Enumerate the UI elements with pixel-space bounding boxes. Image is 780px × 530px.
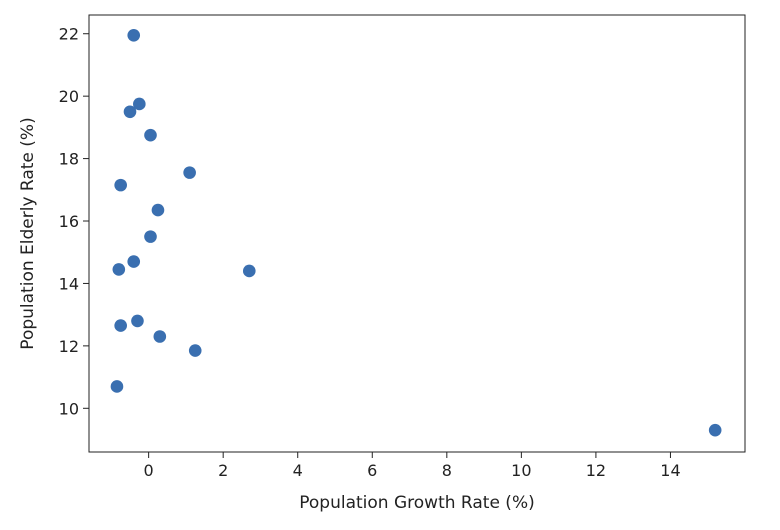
data-point <box>133 97 146 111</box>
data-point <box>131 314 144 328</box>
y-tick-label: 14 <box>59 274 79 293</box>
x-axis-label: Population Growth Rate (%) <box>299 493 534 513</box>
y-tick-label: 12 <box>59 337 79 356</box>
x-tick-label: 0 <box>144 461 154 480</box>
data-point <box>144 128 157 142</box>
y-tick-label: 10 <box>59 399 79 418</box>
data-point <box>123 105 137 119</box>
data-point <box>151 203 165 217</box>
data-point <box>127 28 141 42</box>
data-point <box>112 263 126 276</box>
data-point <box>114 319 127 332</box>
x-tick-label: 14 <box>660 461 680 480</box>
y-tick-label: 18 <box>59 150 79 169</box>
x-tick-label: 12 <box>586 461 606 480</box>
data-point <box>127 255 141 268</box>
plot-area-frame <box>88 14 746 453</box>
y-tick-label: 22 <box>59 25 79 44</box>
y-axis-label: Population Elderly Rate (%) <box>18 117 38 349</box>
x-tick-label: 4 <box>293 461 303 480</box>
data-point <box>144 230 157 243</box>
data-point <box>110 380 124 393</box>
data-point <box>708 423 722 437</box>
x-axis-ticks: 0 2 4 6 8 10 12 14 <box>144 452 681 480</box>
x-tick-label: 2 <box>218 461 228 480</box>
data-point <box>153 330 167 343</box>
x-tick-label: 6 <box>367 461 377 480</box>
data-point <box>114 178 127 192</box>
x-tick-label: 8 <box>442 461 452 480</box>
data-point <box>183 166 196 179</box>
data-point <box>188 344 202 357</box>
data-point <box>242 264 256 278</box>
y-tick-label: 20 <box>59 87 79 106</box>
x-tick-label: 10 <box>511 461 531 480</box>
y-axis-ticks: 10 12 14 16 18 20 22 <box>59 25 89 418</box>
data-points <box>110 28 722 437</box>
y-tick-label: 16 <box>59 212 79 231</box>
